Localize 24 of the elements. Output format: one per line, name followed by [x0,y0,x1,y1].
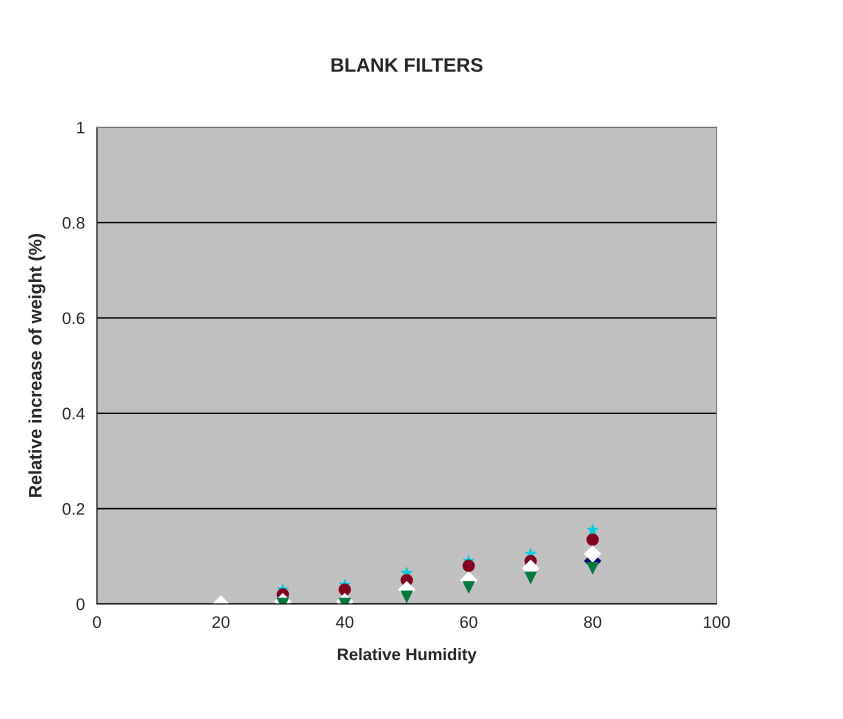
point [400,590,413,603]
y-tick-label: 1 [77,122,84,134]
x-tick-label: 20 [212,616,230,628]
x-tick-label: 100 [704,616,730,628]
y-tick-label: 0.4 [62,408,85,420]
y-tick-label: 0.2 [62,503,84,515]
point [586,562,599,574]
y-tick-label: 0 [76,598,84,610]
point [524,572,537,584]
y-tick-label: 0.8 [62,217,84,229]
x-tick-label: 40 [336,616,354,628]
point [586,533,599,546]
y-axis-title: Relative increase of weight (%) [28,234,46,497]
x-axis-title: Relative Humidity [338,648,477,664]
x-tick-label: 80 [584,616,602,628]
x-tick-label: 0 [92,616,101,628]
point [584,545,602,562]
chart-title: BLANK FILTERS [332,58,483,72]
point [338,584,351,596]
x-tick-label: 60 [460,616,478,628]
point [462,560,475,572]
point [586,524,599,536]
y-tick-label: 0.6 [62,312,84,324]
point [462,581,475,594]
